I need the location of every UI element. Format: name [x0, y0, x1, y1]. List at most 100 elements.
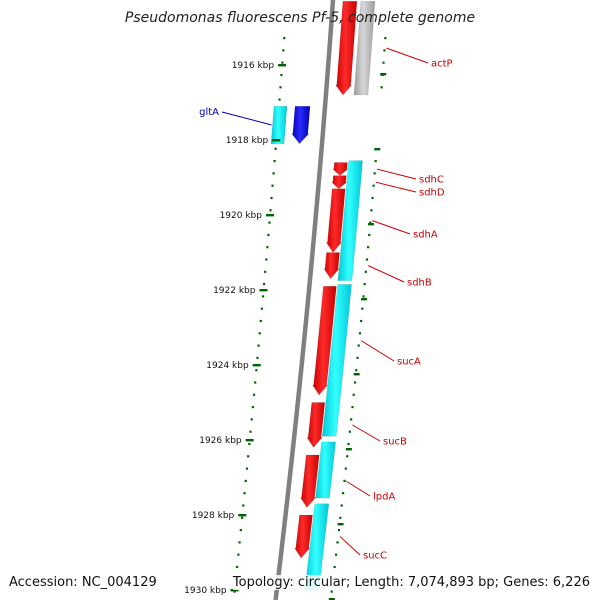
tick-dot [343, 479, 346, 482]
tick-dot [384, 37, 387, 40]
tick-dot [370, 209, 373, 212]
gene-gltA-arrow [291, 106, 311, 145]
tick-dot [350, 418, 353, 421]
tick-dot [372, 184, 375, 187]
tick-dot [330, 590, 333, 593]
gene-leader-line [375, 181, 417, 193]
tick-dot [283, 37, 286, 40]
tick-dot [347, 442, 350, 446]
tick-label: 1918 kbp [226, 136, 269, 146]
tick-dot [267, 233, 270, 236]
tick-dot [269, 209, 272, 212]
gene-leader-line [368, 265, 405, 283]
tick-dot [281, 61, 284, 64]
gene-leader-line [339, 536, 361, 556]
tick-dot [279, 86, 282, 89]
tick-dot [264, 270, 267, 273]
tick-dot [336, 541, 339, 544]
accession-text: Accession: NC_004129 [9, 575, 157, 590]
genome-summary-text: Topology: circular; Length: 7,074,893 bp… [232, 575, 590, 590]
tick-label: 1928 kbp [192, 511, 235, 521]
tick-dot [365, 258, 369, 261]
tick-dot [237, 553, 240, 556]
tick-label: 1920 kbp [220, 211, 263, 221]
gene-leader-line [352, 424, 381, 442]
tick-dot [252, 393, 256, 396]
tick-dot [380, 86, 383, 89]
tick-mark [328, 598, 335, 600]
tick-dot [266, 246, 269, 249]
tick-mark [252, 364, 261, 367]
gene-sucC-arrow [294, 514, 313, 559]
gene-label-sdhD: sdhD [419, 188, 445, 199]
tick-dot [239, 529, 242, 532]
tick-dot [357, 344, 360, 347]
tick-dot [238, 541, 241, 544]
tick-dot [361, 307, 364, 310]
tick-dot [254, 381, 257, 384]
gene-label-sdhB: sdhB [407, 278, 432, 289]
tick-mark [272, 139, 281, 142]
tick-dot [382, 61, 385, 64]
gene-sucA-arrow [312, 286, 337, 396]
tick-mark [345, 448, 352, 451]
tick-dot [363, 283, 366, 286]
tick-dot [364, 270, 367, 273]
gene-actP-arrow [335, 1, 358, 96]
tick-dot [333, 565, 336, 569]
tick-mark [361, 298, 368, 301]
tick-dot [248, 442, 251, 446]
tick-dot [356, 356, 359, 359]
reverse-feature-block [337, 160, 363, 281]
tick-dot [235, 565, 239, 569]
tick-dot [271, 184, 274, 187]
gene-sdhC-arrow [332, 162, 349, 176]
genome-backbone [273, 0, 336, 600]
genome-backbone-layer [273, 0, 336, 600]
gene-leader-line [346, 480, 371, 497]
tick-mark [245, 439, 254, 442]
gene-label-actP: actP [431, 59, 453, 70]
tick-dot [263, 283, 266, 286]
gene-leader-line [372, 220, 411, 235]
tick-dot [272, 172, 275, 175]
gene-label-sucA: sucA [397, 357, 421, 368]
tick-mark [278, 64, 287, 67]
gene-gltA-reverse [270, 106, 288, 144]
tick-dot [383, 49, 386, 52]
tick-dot [250, 418, 253, 421]
tick-mark [238, 514, 247, 517]
tick-dot [346, 455, 349, 458]
tick-dot [251, 406, 254, 409]
gene-lpdA-arrow [300, 454, 320, 508]
tick-dot [249, 430, 252, 433]
tick-dot [342, 492, 345, 495]
gene-actP-reverse [353, 1, 376, 96]
tick-dot [353, 381, 357, 384]
gene-sdhB-arrow [323, 252, 340, 280]
tick-dot [371, 196, 374, 200]
tick-dot [358, 332, 362, 335]
tick-dot [243, 492, 246, 495]
tick-label: 1924 kbp [206, 361, 249, 371]
gene-sdhA-arrow [325, 188, 346, 253]
gene-label-lpdA: lpdA [373, 492, 395, 503]
tick-layer: 1916 kbp 1918 kbp 1920 kbp 1922 kbp 1924 kbp… [184, 61, 387, 600]
tick-dot [247, 455, 250, 458]
tick-dot [368, 233, 371, 236]
tick-mark [337, 523, 344, 526]
tick-dot [268, 221, 271, 224]
gene-label-sucC: sucC [363, 551, 387, 562]
tick-mark [374, 148, 381, 151]
tick-dot [261, 295, 265, 298]
tick-mark [259, 289, 268, 292]
tick-dot [278, 98, 281, 101]
tick-mark [230, 589, 239, 592]
tick-dot [355, 369, 358, 372]
gene-label-sdhA: sdhA [413, 230, 438, 241]
gene-label-sdhC: sdhC [419, 175, 444, 186]
gene-label-gltA: gltA [199, 107, 219, 118]
tick-dot [374, 160, 377, 163]
gene-sucB-arrow [306, 402, 326, 448]
